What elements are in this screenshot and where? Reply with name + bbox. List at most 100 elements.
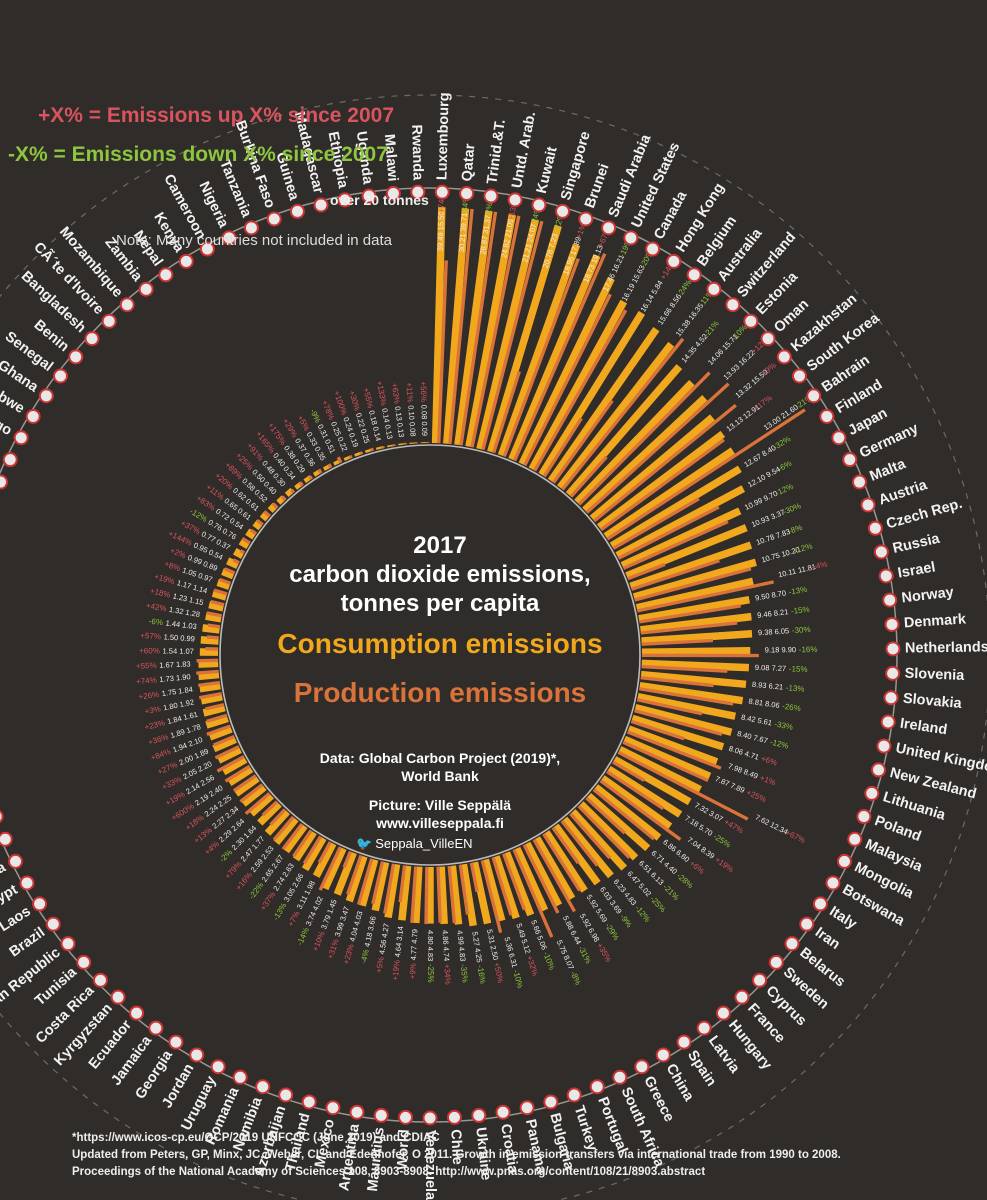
change-label: +47% <box>722 817 744 835</box>
value-label: 9.18 9.90 <box>765 645 796 654</box>
value-label: 0.13 0.13 <box>393 406 406 438</box>
change-label: -25% <box>712 832 733 850</box>
value-label: 0.08 0.09 <box>419 405 429 437</box>
change-label: +19% <box>713 855 735 874</box>
bar-consumption-Morocco <box>199 681 221 693</box>
bar-production-Germany <box>622 520 729 570</box>
change-label: +31% <box>326 938 341 960</box>
bar-production-Russia <box>637 580 775 613</box>
bar-production-Latvia <box>551 826 580 865</box>
bar-consumption-Cameroon <box>322 463 332 471</box>
bar-production-Cyprus <box>577 804 631 859</box>
change-label: -8% <box>787 523 803 536</box>
bar-consumption-Estonia <box>574 379 695 505</box>
bar-consumption-Argentina <box>384 863 401 919</box>
value-label: 1.54 1.07 <box>163 646 194 655</box>
value-label: 4.64 3.14 <box>393 926 405 958</box>
change-label: +55% <box>136 661 157 671</box>
bar-production-Slovenia <box>641 664 728 673</box>
change-label: +27% <box>156 760 179 776</box>
value-label: 1.50 0.99 <box>163 632 195 643</box>
flag-icon <box>883 690 899 706</box>
value-label: 39.49 15.50 <box>436 211 446 251</box>
flag-icon <box>784 936 800 952</box>
change-label: +50% <box>492 962 505 984</box>
flag-icon <box>666 253 682 269</box>
change-label: -15% <box>789 664 808 674</box>
bar-production-Pakistan <box>219 577 232 585</box>
change-label: +30% <box>347 390 362 412</box>
change-label: +1% <box>759 773 777 787</box>
flag-icon <box>19 875 35 891</box>
flag-icon <box>876 738 892 754</box>
website[interactable]: www.villeseppala.fi <box>376 815 504 831</box>
change-label: +133% <box>375 380 388 406</box>
bar-consumption-Burkina Faso <box>354 451 363 457</box>
flag-icon <box>734 989 750 1005</box>
twitter-handle[interactable]: 🐦 Seppala_VilleEN <box>356 836 473 852</box>
bar-production-Panama <box>469 862 479 893</box>
bar-production-Malaysia <box>622 740 709 783</box>
bar-consumption-Japan <box>615 485 746 559</box>
flag-icon <box>337 192 353 208</box>
bar-consumption-Peru <box>205 714 229 729</box>
flag-icon <box>60 936 76 952</box>
value-label: 8.42 5.61 <box>740 713 772 728</box>
over-20-label: over 20 tonnes <box>330 192 429 208</box>
value-label: 10.78 7.83 <box>755 527 791 547</box>
flag-icon <box>38 388 54 404</box>
country-label: Israel <box>897 559 937 581</box>
bar-production-Belgium <box>552 399 614 484</box>
bar-consumption-Portugal <box>503 851 535 917</box>
bar-production-Bolivia <box>196 669 219 675</box>
flag-icon <box>45 916 61 932</box>
bar-consumption-United Kingdom <box>637 693 737 720</box>
change-label: -30% <box>792 625 811 635</box>
value-label: 8.93 6.21 <box>752 680 784 692</box>
bar-production-Paraguay <box>206 635 219 640</box>
bar-consumption-Bangladesh <box>267 502 278 513</box>
change-label: +74% <box>437 192 447 213</box>
legend-down: -X% = Emissions down X% since 2007 <box>8 143 388 166</box>
value-label: 10.99 9.70 <box>743 489 779 512</box>
change-label: -13% <box>271 901 288 922</box>
bar-consumption-Slovakia <box>640 670 747 689</box>
bar-consumption-Thailand <box>358 858 379 907</box>
change-label: -9% <box>618 913 634 930</box>
country-label: Iran <box>812 924 843 952</box>
value-label: 4.56 4.27 <box>377 923 391 955</box>
value-label: 5.75 8.07 <box>555 939 576 971</box>
change-label: -10% <box>511 969 525 989</box>
bar-production-Japan <box>617 505 720 560</box>
change-label: -28% <box>675 871 695 890</box>
bar-consumption-Singapore <box>487 224 562 453</box>
bar-production-Senegal <box>256 519 264 527</box>
bar-production-Czech Rep. <box>634 567 752 602</box>
flag-icon <box>645 241 661 257</box>
bar-production-Zimbabwe <box>241 536 251 545</box>
change-label: +33% <box>160 775 183 792</box>
flag-icon <box>313 197 329 213</box>
flag-icon <box>199 241 215 257</box>
bar-production-Portugal <box>502 853 526 911</box>
bar-production-Canada <box>533 309 628 472</box>
note: Note: Many countries not included in dat… <box>116 232 392 249</box>
bar-consumption-Honduras <box>208 600 225 612</box>
flag-icon <box>812 896 828 912</box>
change-label: -35% <box>459 964 470 984</box>
bar-consumption-Togo <box>233 547 245 559</box>
bar-production-Switzerland <box>569 455 608 498</box>
value-label: 1.75 1.84 <box>161 685 193 698</box>
bar-consumption-Romania <box>321 846 347 891</box>
bar-consumption-China <box>533 836 576 901</box>
bar-production-Hungary <box>560 819 599 867</box>
value-label: 4.04 4.03 <box>348 910 365 943</box>
flag-icon <box>0 810 4 823</box>
country-label: Luxembourg <box>434 92 452 180</box>
value-label: 1.23 1.15 <box>172 591 204 607</box>
bar-production-South Africa <box>512 848 554 938</box>
value-label: 1.67 1.83 <box>159 659 191 669</box>
bar-consumption-Latvia <box>552 823 601 886</box>
change-label: -10% <box>541 950 556 971</box>
bar-production-Slovakia <box>640 676 714 688</box>
